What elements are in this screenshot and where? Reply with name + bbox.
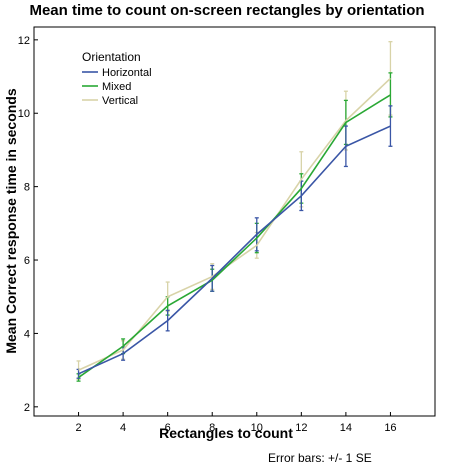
y-tick-label: 6: [24, 255, 30, 267]
x-tick-label: 2: [75, 422, 81, 434]
x-tick-label: 10: [251, 422, 263, 434]
y-axis-label: Mean Correct response time in seconds: [3, 88, 19, 354]
x-tick-label: 14: [340, 422, 352, 434]
y-tick-label: 2: [24, 402, 30, 414]
legend-title: Orientation: [82, 50, 141, 64]
x-axis-label: Rectangles to count: [159, 425, 293, 441]
error-bars-note: Error bars: +/- 1 SE: [268, 451, 372, 465]
chart-title: Mean time to count on-screen rectangles …: [29, 2, 425, 19]
x-tick-label: 12: [295, 422, 307, 434]
x-tick-label: 4: [120, 422, 126, 434]
x-axis: 2 4 6 8 10 12 14 16: [75, 412, 397, 434]
x-tick-label: 6: [165, 422, 171, 434]
legend-label-vertical: Vertical: [102, 95, 138, 107]
series-line-vertical: [78, 77, 391, 371]
y-tick-label: 12: [18, 35, 30, 47]
series-line-horizontal: [78, 125, 391, 375]
y-axis: 2 4 6 8 10 12: [18, 35, 38, 414]
y-tick-label: 8: [24, 182, 30, 194]
series-lines: [78, 77, 391, 379]
legend: Orientation Horizontal Mixed Vertical: [82, 50, 152, 107]
series-line-mixed: [78, 94, 391, 379]
legend-label-horizontal: Horizontal: [102, 67, 152, 79]
plot-area: [33, 26, 436, 417]
x-tick-label: 8: [209, 422, 215, 434]
y-tick-label: 10: [18, 108, 30, 120]
legend-label-mixed: Mixed: [102, 81, 131, 93]
x-tick-label: 16: [384, 422, 396, 434]
y-tick-label: 4: [24, 328, 30, 340]
